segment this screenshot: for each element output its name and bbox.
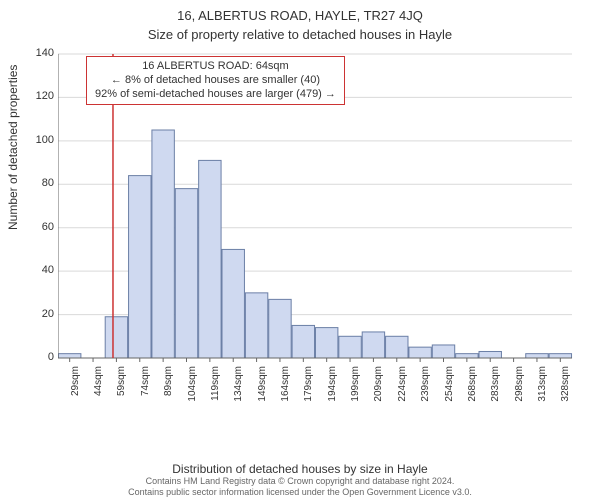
x-tick-label: 179sqm (303, 366, 314, 406)
histogram-bar (432, 345, 454, 358)
x-tick-label: 283sqm (490, 366, 501, 406)
histogram-bar (269, 299, 291, 358)
histogram-bar (199, 160, 221, 358)
histogram-bar (315, 328, 337, 358)
y-tick-label: 60 (24, 221, 54, 233)
histogram-bar (129, 176, 151, 358)
chart-footer: Contains HM Land Registry data © Crown c… (0, 476, 600, 498)
x-tick-label: 119sqm (210, 366, 221, 406)
histogram-bar (526, 354, 548, 358)
y-tick-label: 100 (24, 134, 54, 146)
histogram-bar (245, 293, 267, 358)
x-tick-label: 44sqm (93, 366, 104, 406)
y-tick-label: 120 (24, 90, 54, 102)
x-tick-label: 298sqm (514, 366, 525, 406)
histogram-bar (549, 354, 571, 358)
histogram-bar (409, 347, 431, 358)
info-box-line1: 16 ALBERTUS ROAD: 64sqm (95, 60, 336, 74)
y-tick-label: 0 (24, 351, 54, 363)
x-tick-label: 104sqm (187, 366, 198, 406)
histogram-bar (339, 336, 361, 358)
x-axis-label: Distribution of detached houses by size … (0, 462, 600, 476)
histogram-bar (362, 332, 384, 358)
x-tick-label: 59sqm (116, 366, 127, 406)
x-tick-label: 224sqm (397, 366, 408, 406)
x-tick-label: 209sqm (373, 366, 384, 406)
histogram-bar (222, 249, 244, 358)
x-tick-label: 239sqm (420, 366, 431, 406)
info-box-line3: 92% of semi-detached houses are larger (… (95, 88, 336, 102)
x-tick-label: 268sqm (467, 366, 478, 406)
x-tick-label: 74sqm (140, 366, 151, 406)
x-tick-label: 313sqm (537, 366, 548, 406)
histogram-bar (292, 325, 314, 358)
x-tick-label: 199sqm (350, 366, 361, 406)
histogram-bar (175, 189, 197, 358)
footer-line2: Contains public sector information licen… (0, 487, 600, 498)
histogram-bar (105, 317, 127, 358)
x-tick-label: 164sqm (280, 366, 291, 406)
y-tick-label: 140 (24, 47, 54, 59)
chart-title-main: 16, ALBERTUS ROAD, HAYLE, TR27 4JQ (0, 0, 600, 23)
histogram-bar (456, 354, 478, 358)
histogram-bar (58, 354, 80, 358)
histogram-bar (152, 130, 174, 358)
x-tick-label: 254sqm (444, 366, 455, 406)
x-tick-label: 149sqm (257, 366, 268, 406)
x-tick-label: 328sqm (560, 366, 571, 406)
x-tick-label: 29sqm (70, 366, 81, 406)
chart-title-sub: Size of property relative to detached ho… (0, 23, 600, 42)
x-tick-label: 89sqm (163, 366, 174, 406)
y-tick-label: 40 (24, 264, 54, 276)
y-axis-label: Number of detached properties (6, 65, 20, 230)
x-tick-label: 134sqm (233, 366, 244, 406)
histogram-bar (479, 351, 501, 358)
footer-line1: Contains HM Land Registry data © Crown c… (0, 476, 600, 487)
histogram-bar (386, 336, 408, 358)
info-box: 16 ALBERTUS ROAD: 64sqm ← 8% of detached… (86, 56, 345, 105)
chart-container: 16, ALBERTUS ROAD, HAYLE, TR27 4JQ Size … (0, 0, 600, 500)
y-tick-label: 80 (24, 177, 54, 189)
y-tick-label: 20 (24, 308, 54, 320)
x-tick-label: 194sqm (327, 366, 338, 406)
info-box-line2: ← 8% of detached houses are smaller (40) (95, 74, 336, 88)
